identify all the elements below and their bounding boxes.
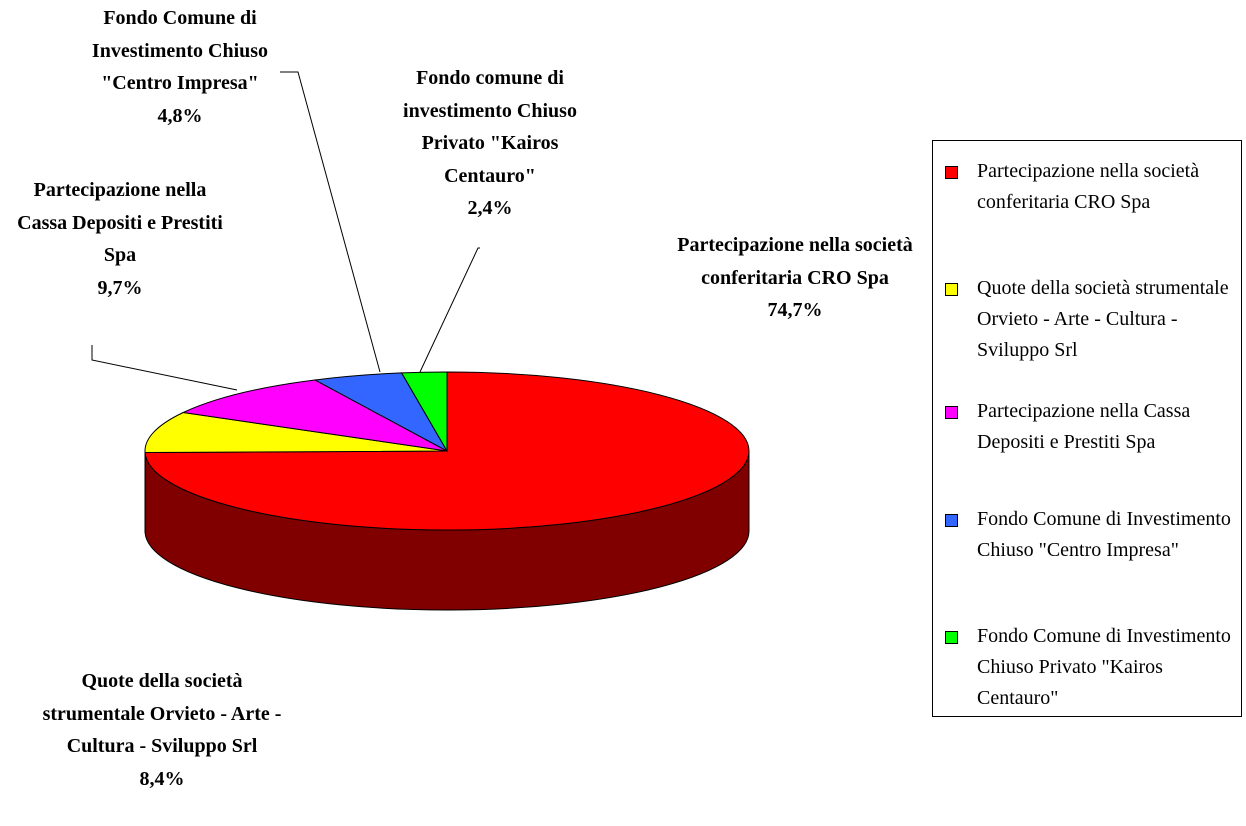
legend-label: Quote della società strumentale Orvieto … bbox=[977, 277, 1229, 361]
slice bbox=[181, 379, 448, 452]
leader-line bbox=[91, 345, 238, 391]
slice-percent: 9,7% bbox=[97, 276, 143, 299]
legend-swatch bbox=[945, 166, 958, 179]
slice bbox=[400, 371, 448, 453]
legend-label: Partecipazione nella Cassa Depositi e Pr… bbox=[977, 400, 1191, 453]
slice bbox=[144, 411, 448, 453]
slice-label: Partecipazione nella Cassa Depositi e Pr… bbox=[10, 174, 230, 304]
slice-label: Partecipazione nella società conferitari… bbox=[675, 229, 915, 327]
legend-swatch bbox=[945, 514, 958, 527]
slice-label-text: Quote della società strumentale Orvieto … bbox=[42, 670, 282, 757]
legend-swatch bbox=[945, 631, 958, 644]
slice-label-text: Fondo Comune di Investimento Chiuso "Cen… bbox=[91, 7, 269, 94]
leader-lines bbox=[91, 71, 480, 391]
legend-label: Partecipazione nella società conferitari… bbox=[977, 160, 1200, 213]
legend: Partecipazione nella società conferitari… bbox=[932, 140, 1242, 717]
pie bbox=[144, 371, 750, 611]
slice-label-text: Fondo comune di investimento Chiuso Priv… bbox=[403, 67, 577, 187]
leader-line bbox=[419, 247, 480, 373]
slice-label-text: Partecipazione nella Cassa Depositi e Pr… bbox=[17, 179, 223, 266]
slice-label: Fondo comune di investimento Chiuso Priv… bbox=[375, 62, 605, 225]
legend-swatch bbox=[945, 406, 958, 419]
leader-line bbox=[280, 71, 381, 373]
slice-label: Fondo Comune di Investimento Chiuso "Cen… bbox=[60, 2, 300, 132]
slice-label-text: Partecipazione nella società conferitari… bbox=[677, 234, 913, 289]
legend-label: Fondo Comune di Investimento Chiuso "Cen… bbox=[977, 508, 1231, 561]
slice-percent: 8,4% bbox=[139, 767, 185, 790]
slice-percent: 2,4% bbox=[467, 197, 513, 219]
legend-swatch bbox=[945, 283, 958, 296]
slice-percent: 74,7% bbox=[767, 299, 823, 321]
legend-label: Fondo Comune di Investimento Chiuso Priv… bbox=[977, 625, 1231, 709]
slice-label: Quote della società strumentale Orvieto … bbox=[42, 665, 282, 795]
slice-percent: 4,8% bbox=[157, 104, 203, 127]
